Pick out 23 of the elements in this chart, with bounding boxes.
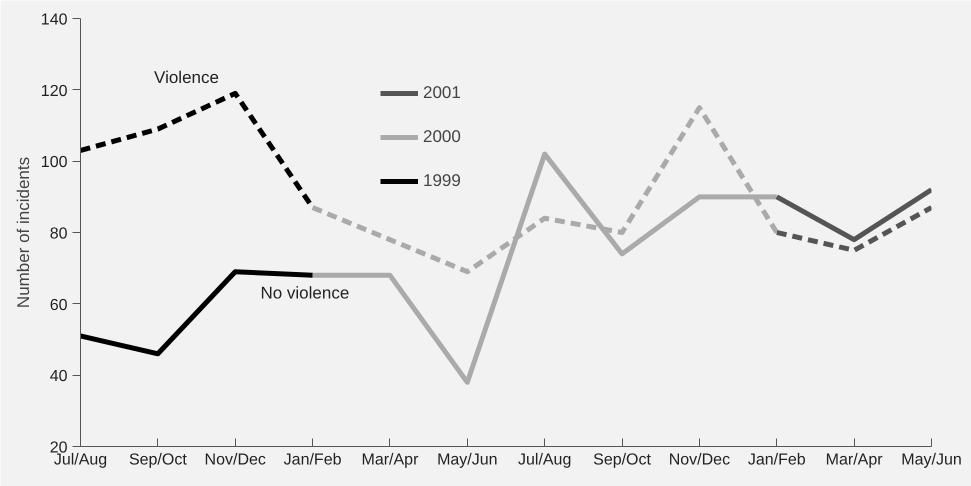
x-tick-label: Jan/Feb: [748, 452, 806, 468]
legend-label: 2001: [423, 83, 461, 103]
y-tick-label: 140: [40, 12, 68, 28]
x-tick-label: Mar/Apr: [826, 452, 884, 468]
x-tick-label: Sep/Oct: [593, 452, 652, 468]
x-tick-label: Sep/Oct: [128, 452, 188, 468]
x-tick-label: May/Jun: [901, 452, 962, 468]
x-tick-label: Mar/Apr: [362, 452, 420, 468]
annotation: Violence: [154, 68, 219, 87]
y-tick-label: 100: [40, 154, 68, 172]
y-tick-label: 80: [50, 226, 68, 242]
legend-label: 1999: [423, 171, 461, 191]
x-tick-label: Nov/Dec: [668, 452, 730, 468]
y-tick-label: 60: [50, 296, 68, 314]
x-tick-label: Nov/Dec: [204, 452, 266, 468]
x-tick-label: Jan/Feb: [284, 452, 342, 468]
x-tick-label: Jul/Aug: [518, 452, 572, 468]
annotation: No violence: [260, 284, 350, 303]
x-tick-label: May/Jun: [437, 452, 498, 468]
y-axis-title: Number of incidents: [14, 156, 33, 308]
y-tick-label: 120: [40, 82, 68, 100]
legend-label: 2000: [423, 127, 461, 147]
y-tick-label: 40: [50, 368, 68, 386]
